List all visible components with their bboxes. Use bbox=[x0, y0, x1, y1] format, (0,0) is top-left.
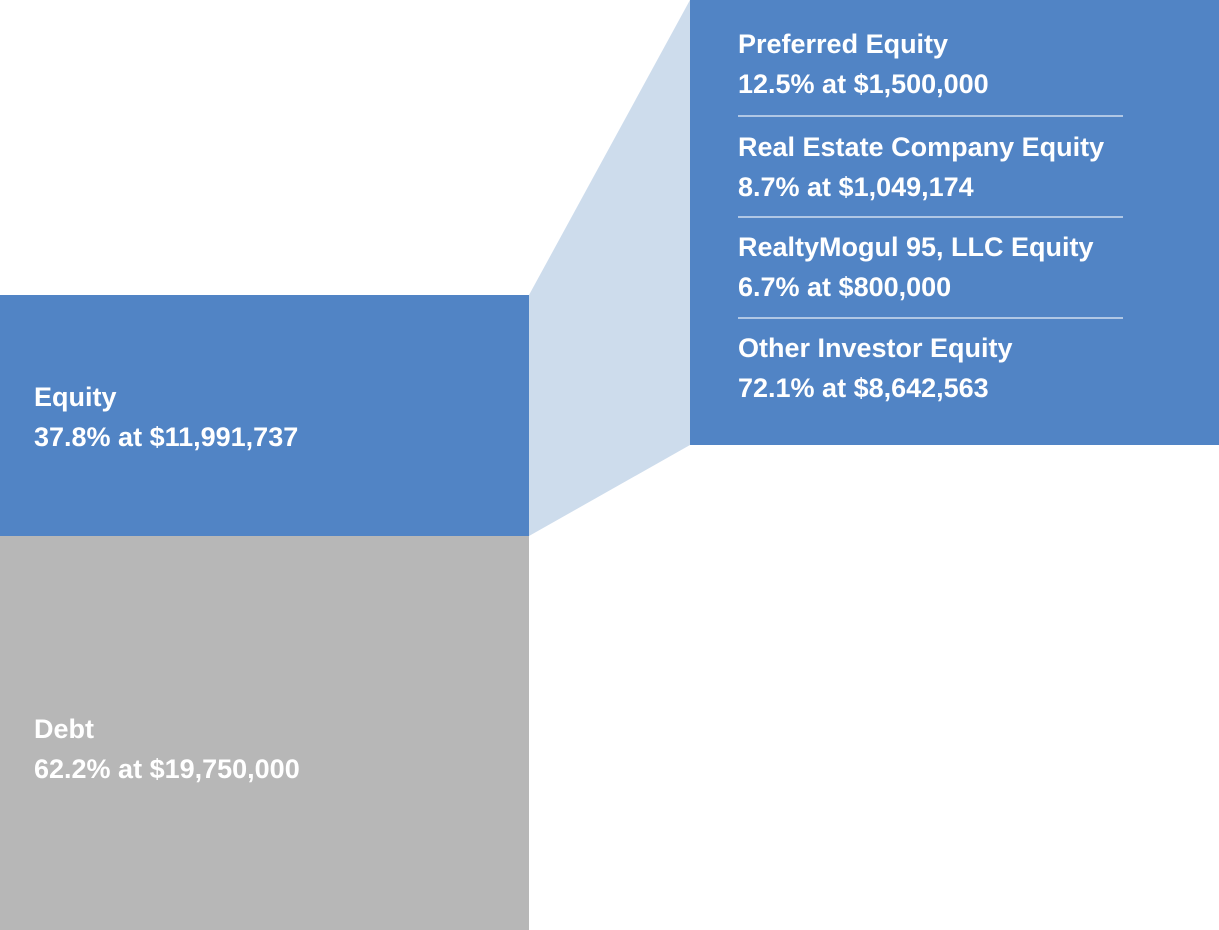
breakdown-divider bbox=[738, 115, 1123, 117]
connector-shape bbox=[529, 0, 690, 536]
equity-breakdown-panel: Preferred Equity 12.5% at $1,500,000 Rea… bbox=[690, 0, 1219, 445]
breakdown-item-other-investor-equity: Other Investor Equity 72.1% at $8,642,56… bbox=[738, 328, 1013, 408]
breakdown-item-preferred-equity: Preferred Equity 12.5% at $1,500,000 bbox=[738, 24, 989, 104]
equity-segment: Equity 37.8% at $11,991,737 bbox=[0, 295, 529, 536]
debt-segment: Debt 62.2% at $19,750,000 bbox=[0, 536, 529, 930]
breakdown-item-value: 8.7% at $1,049,174 bbox=[738, 172, 974, 202]
breakdown-item-realtymogul-equity: RealtyMogul 95, LLC Equity 6.7% at $800,… bbox=[738, 227, 1094, 307]
debt-segment-value: 62.2% at $19,750,000 bbox=[34, 754, 300, 784]
breakdown-item-name: Preferred Equity bbox=[738, 29, 949, 59]
breakdown-item-name: Real Estate Company Equity bbox=[738, 132, 1105, 162]
breakdown-item-real-estate-company-equity: Real Estate Company Equity 8.7% at $1,04… bbox=[738, 127, 1104, 207]
breakdown-divider bbox=[738, 216, 1123, 218]
equity-segment-label: Equity 37.8% at $11,991,737 bbox=[34, 377, 298, 457]
equity-segment-name: Equity bbox=[34, 382, 117, 412]
breakdown-item-value: 6.7% at $800,000 bbox=[738, 272, 952, 302]
breakdown-item-value: 12.5% at $1,500,000 bbox=[738, 69, 989, 99]
breakdown-item-name: Other Investor Equity bbox=[738, 333, 1013, 363]
debt-segment-name: Debt bbox=[34, 714, 94, 744]
equity-segment-value: 37.8% at $11,991,737 bbox=[34, 422, 299, 452]
breakdown-item-name: RealtyMogul 95, LLC Equity bbox=[738, 232, 1094, 262]
debt-segment-label: Debt 62.2% at $19,750,000 bbox=[34, 709, 300, 789]
breakdown-divider bbox=[738, 317, 1123, 319]
breakdown-item-value: 72.1% at $8,642,563 bbox=[738, 373, 989, 403]
